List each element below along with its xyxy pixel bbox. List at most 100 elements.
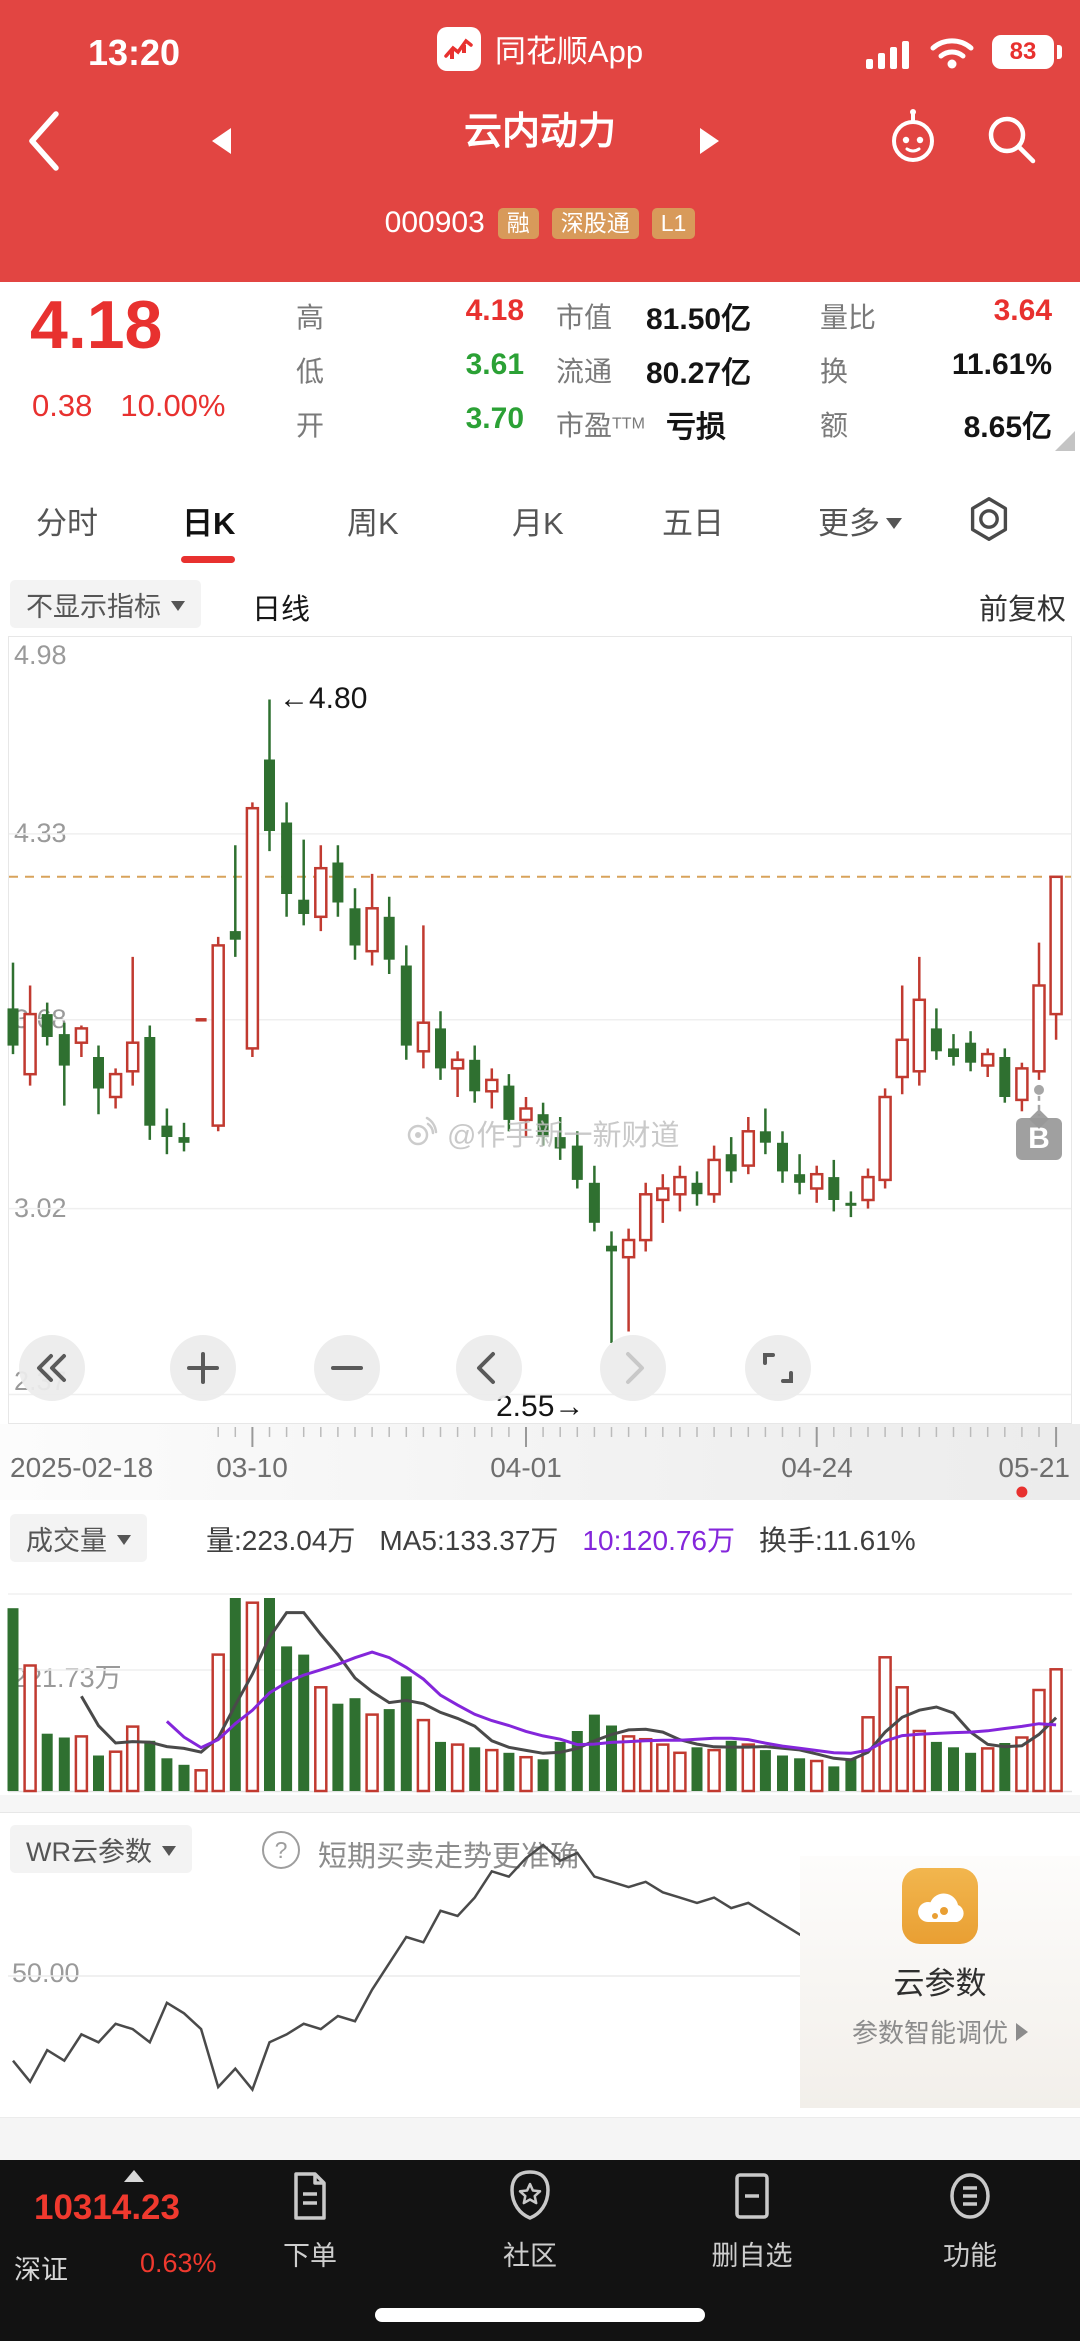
indicator-toolbar: 不显示指标 日线 前复权 (0, 574, 1080, 636)
chevron-down-icon (161, 1846, 176, 1856)
index-up-icon (124, 2170, 144, 2182)
stat-label-turnover: 换 (820, 356, 849, 387)
badge-level: L1 (651, 207, 696, 239)
volume-ma10: 10:120.76万 (582, 1525, 735, 1556)
stat-label-low: 低 (296, 356, 325, 387)
functions-icon (950, 2173, 990, 2219)
index-value[interactable]: 10314.23 (34, 2188, 180, 2227)
nav-item-remove-watchlist[interactable]: 删自选 (682, 2168, 822, 2273)
indicator-selector-label: 不显示指标 (26, 591, 161, 622)
community-icon (510, 2170, 550, 2220)
nav-item-community[interactable]: 社区 (460, 2168, 600, 2273)
volume-chart-pane[interactable] (0, 1592, 1080, 1795)
stock-title: 云内动力 (463, 111, 616, 153)
y-axis-label: 4.33 (14, 818, 67, 848)
home-indicator[interactable] (375, 2308, 705, 2322)
tab-minute[interactable]: 分时 (36, 506, 98, 541)
volume-indicator-selector[interactable]: 成交量 (10, 1514, 147, 1562)
date-tick: 2025-02-18 (10, 1452, 154, 1483)
badge-margin: 融 (497, 207, 539, 239)
y-axis-label: 3.68 (14, 1004, 67, 1034)
active-tab-underline (181, 556, 235, 563)
cloud-params-title: 云参数 (893, 1966, 987, 2001)
pan-left-button[interactable] (456, 1335, 522, 1401)
tab-more[interactable]: 更多 (818, 498, 902, 543)
volume-turnover: 换手:11.61% (759, 1525, 916, 1556)
stat-value-open: 3.70 (465, 402, 524, 435)
y-axis-label: 3.02 (14, 1193, 67, 1223)
order-icon (294, 2172, 326, 2220)
wifi-icon (930, 38, 974, 69)
date-tick: 05-21 (998, 1452, 1070, 1483)
change-amount: 0.38 (32, 388, 93, 423)
volume-ma5: MA5:133.37万 (379, 1525, 559, 1556)
zoom-out-button[interactable] (314, 1335, 380, 1401)
zoom-in-button[interactable] (170, 1335, 236, 1401)
buy-marker-badge: B (1016, 1117, 1062, 1160)
tab-daily-k[interactable]: 日K (182, 506, 236, 541)
fullscreen-button[interactable] (745, 1335, 811, 1401)
remove-watchlist-icon (735, 2173, 769, 2219)
tab-five-day[interactable]: 五日 (662, 506, 724, 541)
search-icon[interactable] (982, 110, 1040, 168)
stat-value-mktcap: 81.50亿 (646, 303, 752, 336)
tab-weekly-k[interactable]: 周K (347, 506, 399, 541)
cloud-params-panel[interactable]: 云参数 参数智能调优 (800, 1856, 1080, 2108)
stat-label-pe: 市盈 (556, 410, 613, 441)
volume-value: 量:223.04万 (206, 1525, 356, 1556)
kline-settings-gear-icon[interactable] (962, 492, 1016, 546)
watermark-text: @作手新一新财道 (447, 1120, 680, 1152)
back-icon[interactable] (22, 108, 66, 174)
index-change-percent: 0.63% (140, 2248, 217, 2278)
wr-selector-label: WR云参数 (26, 1836, 152, 1867)
prev-stock-icon[interactable] (212, 128, 231, 154)
adjust-mode-label[interactable]: 前复权 (978, 594, 1066, 626)
index-name: 深证 (14, 2255, 68, 2285)
indicator-selector[interactable]: 不显示指标 (10, 580, 201, 628)
stat-label-mktcap: 市值 (556, 302, 613, 333)
stat-value-amount: 8.65亿 (963, 411, 1052, 444)
cell-signal-icon (866, 41, 909, 69)
stat-label-open: 开 (296, 410, 325, 441)
wr-indicator-selector[interactable]: WR云参数 (10, 1825, 192, 1873)
buy-marker-label: B (1028, 1121, 1050, 1155)
stat-value-turnover: 11.61% (951, 348, 1052, 381)
high-price-annotation: ←4.80 (279, 682, 368, 715)
pan-right-button-disabled[interactable] (600, 1335, 666, 1401)
nav-item-order[interactable]: 下单 (240, 2168, 380, 2273)
next-stock-icon[interactable] (700, 128, 719, 154)
wr-axis-label: 50.00 (12, 1958, 80, 1988)
battery-level: 83 (1009, 38, 1037, 65)
status-app-banner[interactable]: 同花顺App (0, 26, 1080, 71)
battery-icon: 83 (992, 35, 1062, 69)
period-label: 日线 (252, 594, 311, 626)
current-price: 4.18 (30, 287, 163, 363)
volume-header: 成交量 量:223.04万 MA5:133.37万 10:120.76万 换手:… (0, 1500, 1080, 1592)
nav-item-functions[interactable]: 功能 (900, 2168, 1040, 2273)
watermark: @作手新一新财道 (405, 1112, 679, 1154)
low-price-annotation: 2.55→ (496, 1390, 585, 1423)
nav-item-label: 功能 (943, 2241, 997, 2271)
date-axis: 2025-02-18 03-10 04-01 04-24 05-21 (0, 1424, 1080, 1500)
kline-chart-pane[interactable] (8, 636, 1072, 1424)
robot-assistant-icon[interactable] (882, 106, 944, 168)
cloud-params-subtitle: 参数智能调优 (851, 2018, 1008, 2048)
fast-rewind-button[interactable] (19, 1335, 85, 1401)
stat-label-float: 流通 (556, 356, 613, 387)
status-app-label: 同花顺App (494, 34, 644, 69)
y-axis-label: 4.98 (14, 640, 67, 670)
cloud-params-icon (902, 1868, 978, 1944)
stat-value-low: 3.61 (465, 348, 524, 381)
price-change: 0.38 10.00% (32, 388, 225, 424)
stat-label-pe-sup: TTM (612, 415, 645, 433)
stat-label-high: 高 (296, 302, 325, 333)
tab-monthly-k[interactable]: 月K (512, 506, 564, 541)
nav-item-label: 下单 (283, 2241, 337, 2271)
status-icons: 83 (864, 34, 1062, 70)
period-tabs: 分时 日K 周K 月K 五日 更多 (0, 456, 1080, 575)
stock-code: 000903 (384, 206, 485, 239)
help-icon[interactable]: ? (262, 1831, 300, 1869)
expand-quote-icon[interactable] (1055, 431, 1075, 451)
header: 13:20 同花顺App 83 云内动力 000903 融 深股通 L1 (0, 0, 1080, 282)
